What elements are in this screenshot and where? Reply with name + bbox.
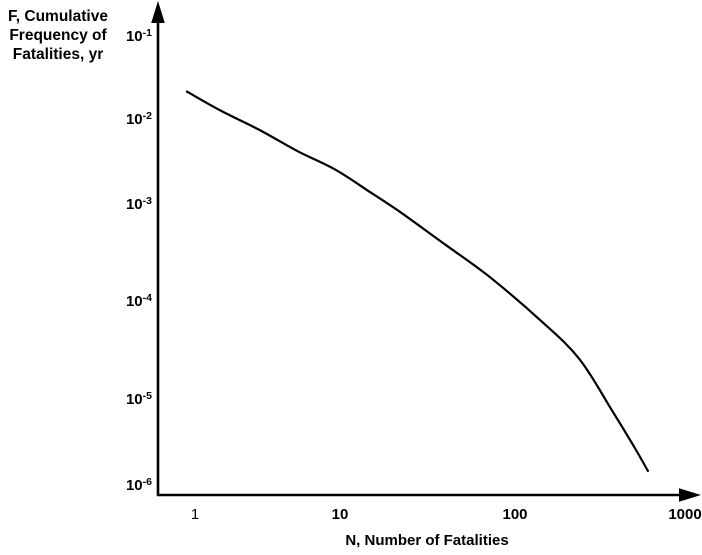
y-axis-title-line: Frequency of (9, 27, 107, 44)
x-axis-arrow-icon (679, 488, 701, 502)
y-axis-title-line: Fatalities, yr (12, 46, 104, 63)
x-tick-label: 1000 (668, 506, 702, 523)
x-tick-label: 10 (331, 506, 349, 523)
y-tick-label: 10-6 (125, 476, 152, 494)
y-tick-label: 10-5 (125, 390, 152, 408)
y-tick-label: 10-2 (125, 110, 152, 128)
y-axis-title: F, Cumulative Frequency of Fatalities, y… (0, 7, 116, 64)
axes-lines (156, 14, 681, 497)
y-tick-label: 10-3 (125, 195, 152, 213)
fn-curve (185, 90, 649, 472)
x-tick-label: 100 (502, 506, 528, 523)
x-tick-label: 1 (190, 506, 200, 523)
y-tick-label: 10-4 (125, 292, 152, 310)
x-axis-title: N, Number of Fatalities (345, 532, 509, 549)
y-tick-label: 10-1 (125, 27, 152, 45)
y-axis-arrow-icon (151, 1, 165, 23)
y-axis-title-line: F, Cumulative (8, 8, 108, 25)
